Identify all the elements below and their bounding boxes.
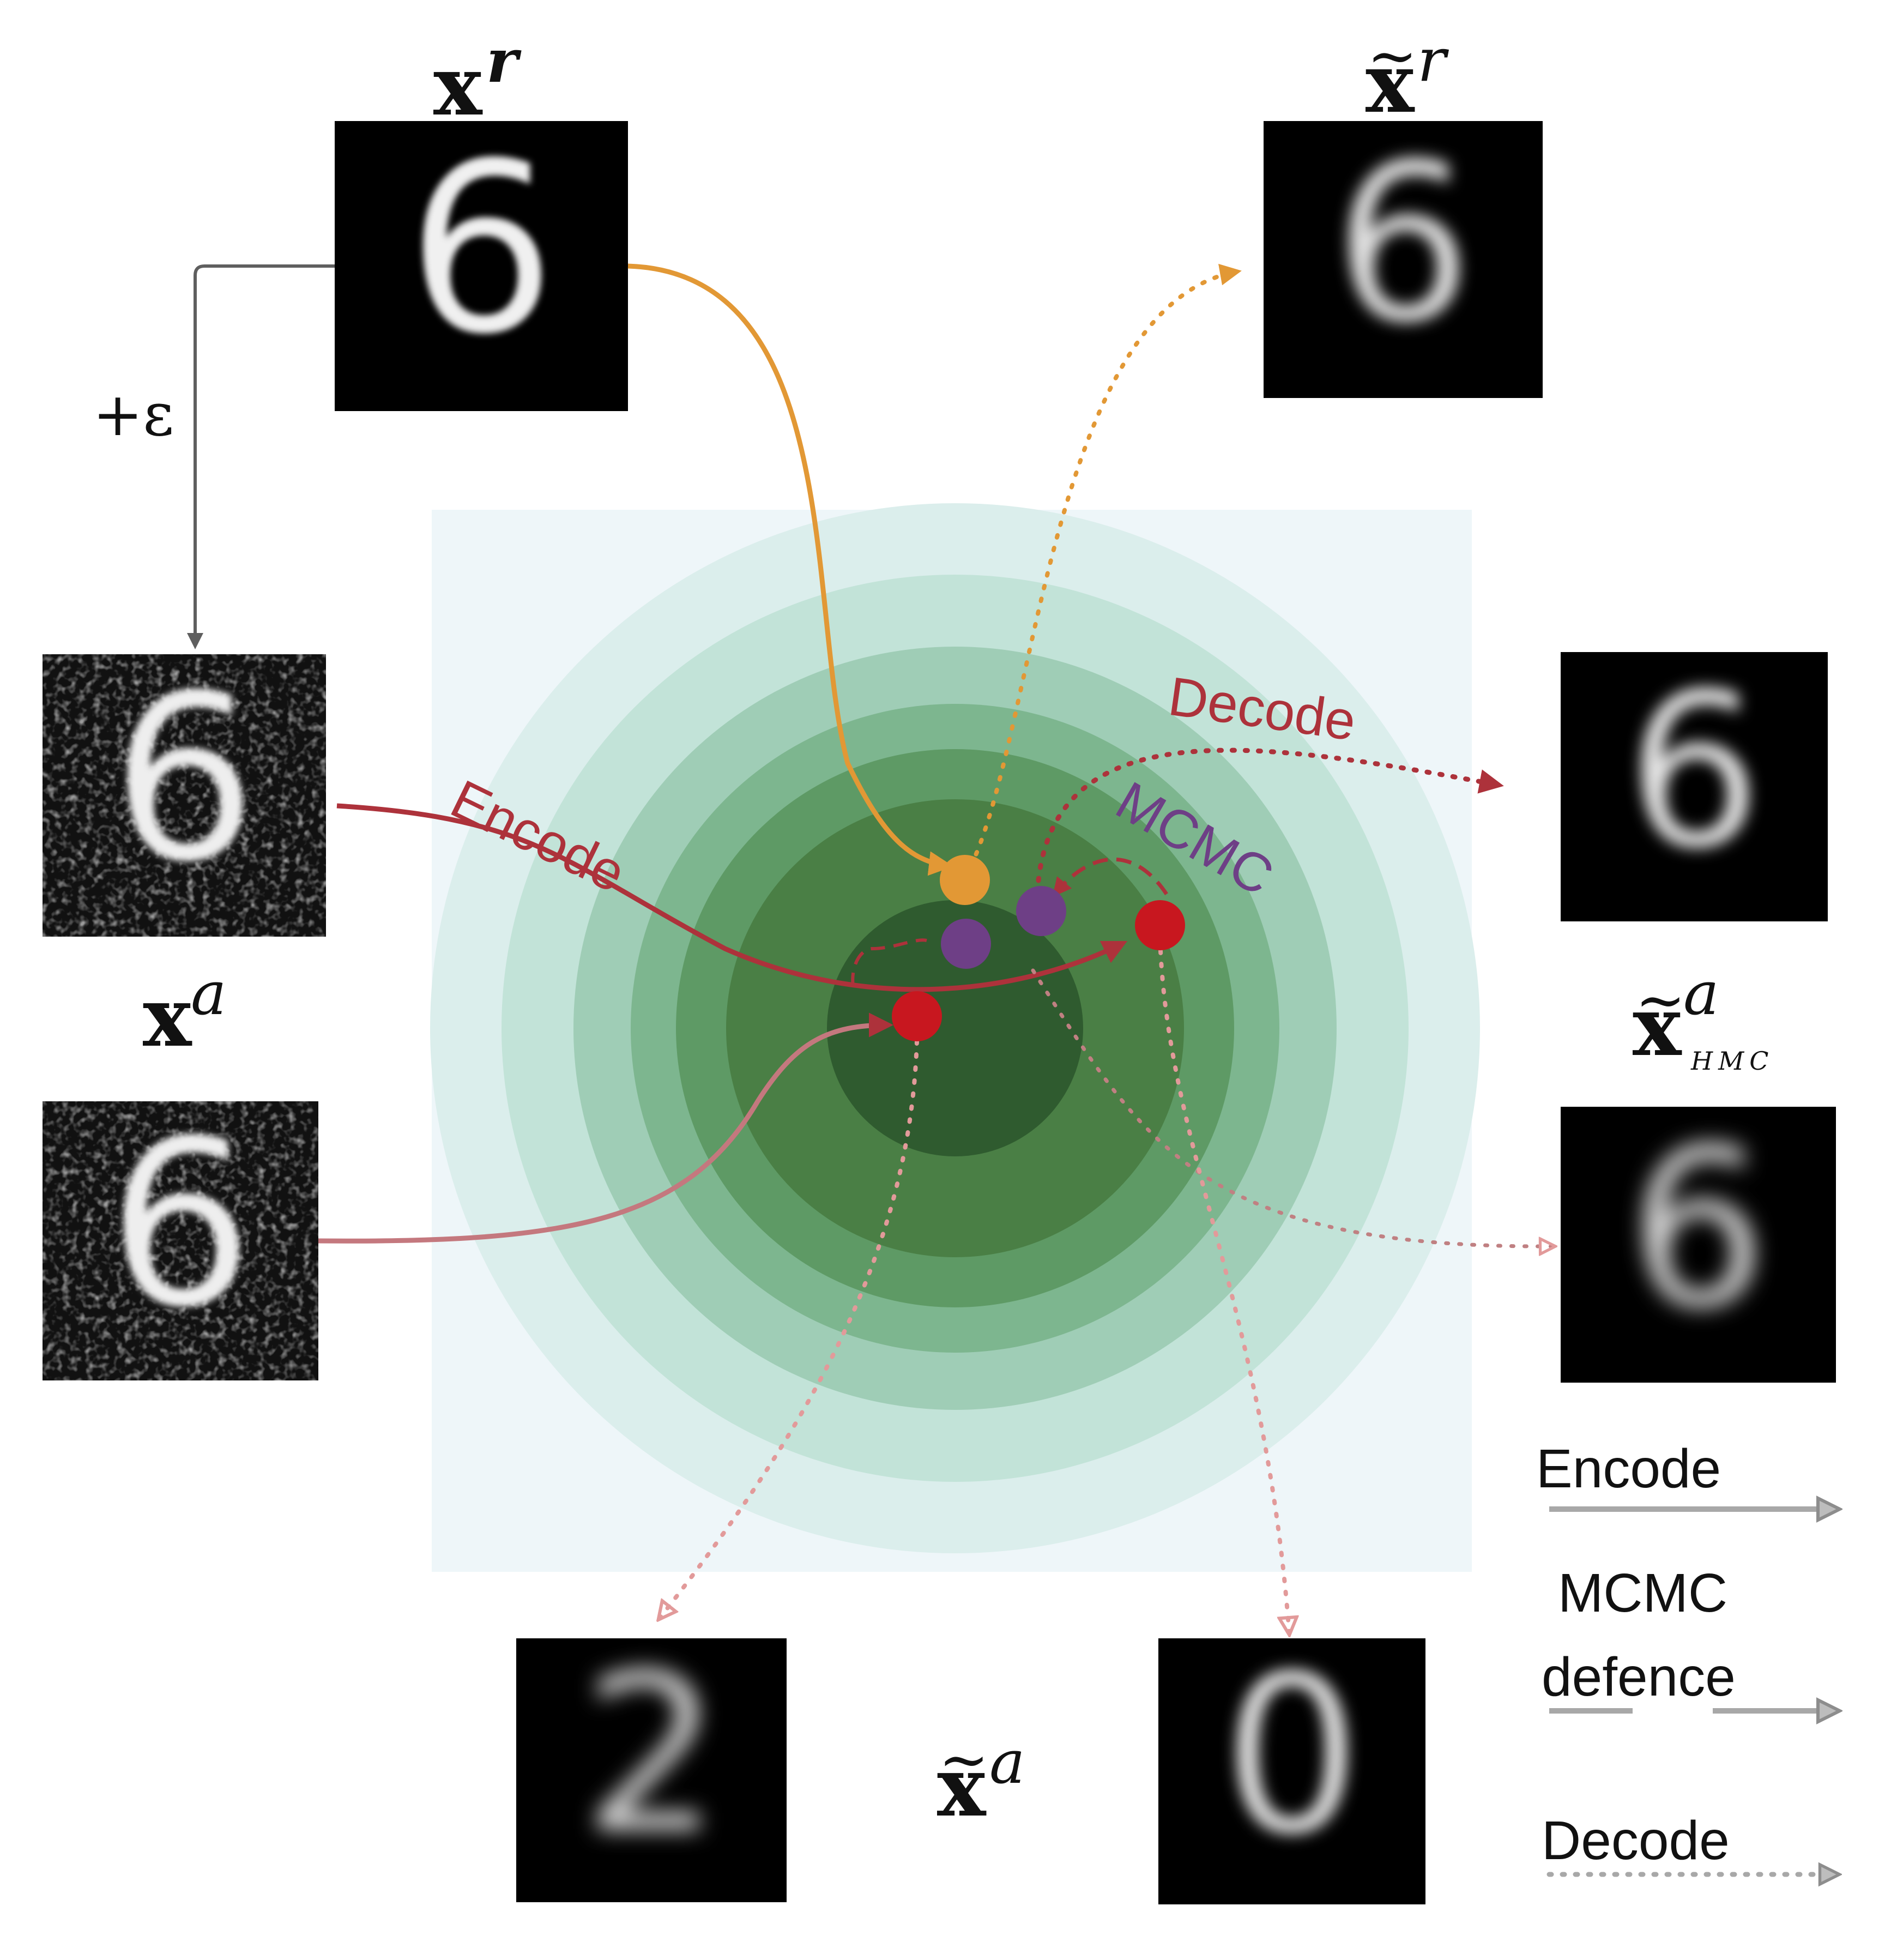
decode-clean-arrow (963, 263, 1242, 880)
svg-text:x: x (143, 969, 192, 1065)
label-x-a: x a (143, 958, 227, 1065)
digit-recon-r: 6 (1334, 117, 1473, 371)
svg-text:x: x (1633, 979, 1682, 1075)
digit-x-a-top: 6 (111, 646, 257, 913)
tilde-icon: ~ (939, 1724, 989, 1794)
svg-text:a: a (1683, 958, 1719, 1028)
perturbation-label: +ε (93, 379, 174, 449)
latent-point-mcmc-2 (1016, 886, 1066, 936)
decode-adv-left-arrow (660, 1039, 919, 1618)
decode-hmc-arrow (1036, 747, 1504, 883)
legend-encode-label: Encode (1536, 1438, 1721, 1499)
svg-text:x: x (937, 1739, 987, 1835)
encode-adv-arrow (336, 803, 1128, 992)
legend-mcmc-label-2: defence (1542, 1647, 1736, 1708)
label-x-r: x r (433, 26, 522, 134)
latent-space (430, 503, 1480, 1572)
latent-point-mcmc-1 (941, 919, 991, 969)
digit-recon-adv-left: 2 (582, 1628, 721, 1881)
perturbation-arrow (187, 264, 335, 649)
digit-x-a-bottom: 6 (107, 1091, 253, 1358)
svg-text:r: r (1417, 25, 1449, 95)
image-x-a-top: 6 (43, 646, 326, 937)
image-recon-adv-right: 0 (1158, 1629, 1425, 1904)
legend-mcmc-label-1: MCMC (1558, 1563, 1727, 1624)
svg-text:HMC: HMC (1690, 1046, 1774, 1076)
image-x-a-bottom: 6 (43, 1091, 318, 1380)
encode-clean-arrow (627, 263, 953, 876)
legend-decode-label: Decode (1542, 1810, 1730, 1871)
tilde-icon: ~ (1635, 965, 1685, 1035)
svg-text:x: x (433, 38, 483, 134)
digit-recon-hmc-bottom: 6 (1629, 1102, 1768, 1356)
label-x-a-hmc: ~ x a HMC (1633, 958, 1774, 1076)
label-x-r-tilde: ~ x r (1366, 21, 1449, 131)
image-recon-hmc-bottom: 6 (1561, 1102, 1836, 1383)
digit-recon-adv-right: 0 (1223, 1629, 1362, 1883)
digit-recon-hmc-top: 6 (1627, 648, 1762, 895)
image-recon-hmc-top: 6 (1561, 648, 1828, 921)
legend: Encode MCMC defence Decode (1536, 1438, 1837, 1874)
latent-point-adv-2 (892, 991, 942, 1041)
latent-core (827, 900, 1083, 1156)
latent-point-adv-1 (1135, 900, 1185, 950)
svg-text:a: a (989, 1727, 1025, 1797)
label-x-a-tilde: ~ x a (937, 1724, 1025, 1835)
image-recon-adv-left: 2 (516, 1628, 787, 1902)
latent-point-clean (940, 855, 990, 905)
svg-text:x: x (1366, 35, 1415, 131)
svg-text:a: a (191, 958, 227, 1028)
mcmc-step-arrow-2 (851, 938, 927, 987)
tilde-icon: ~ (1367, 21, 1417, 91)
decode-adv-right-arrow (1158, 936, 1289, 1633)
encode-adv-faded-arrow (318, 1012, 893, 1244)
svg-text:r: r (486, 26, 522, 96)
image-x-r: 6 (335, 113, 628, 411)
image-x-r-tilde: 6 (1264, 117, 1543, 398)
digit-x-r: 6 (407, 113, 556, 386)
